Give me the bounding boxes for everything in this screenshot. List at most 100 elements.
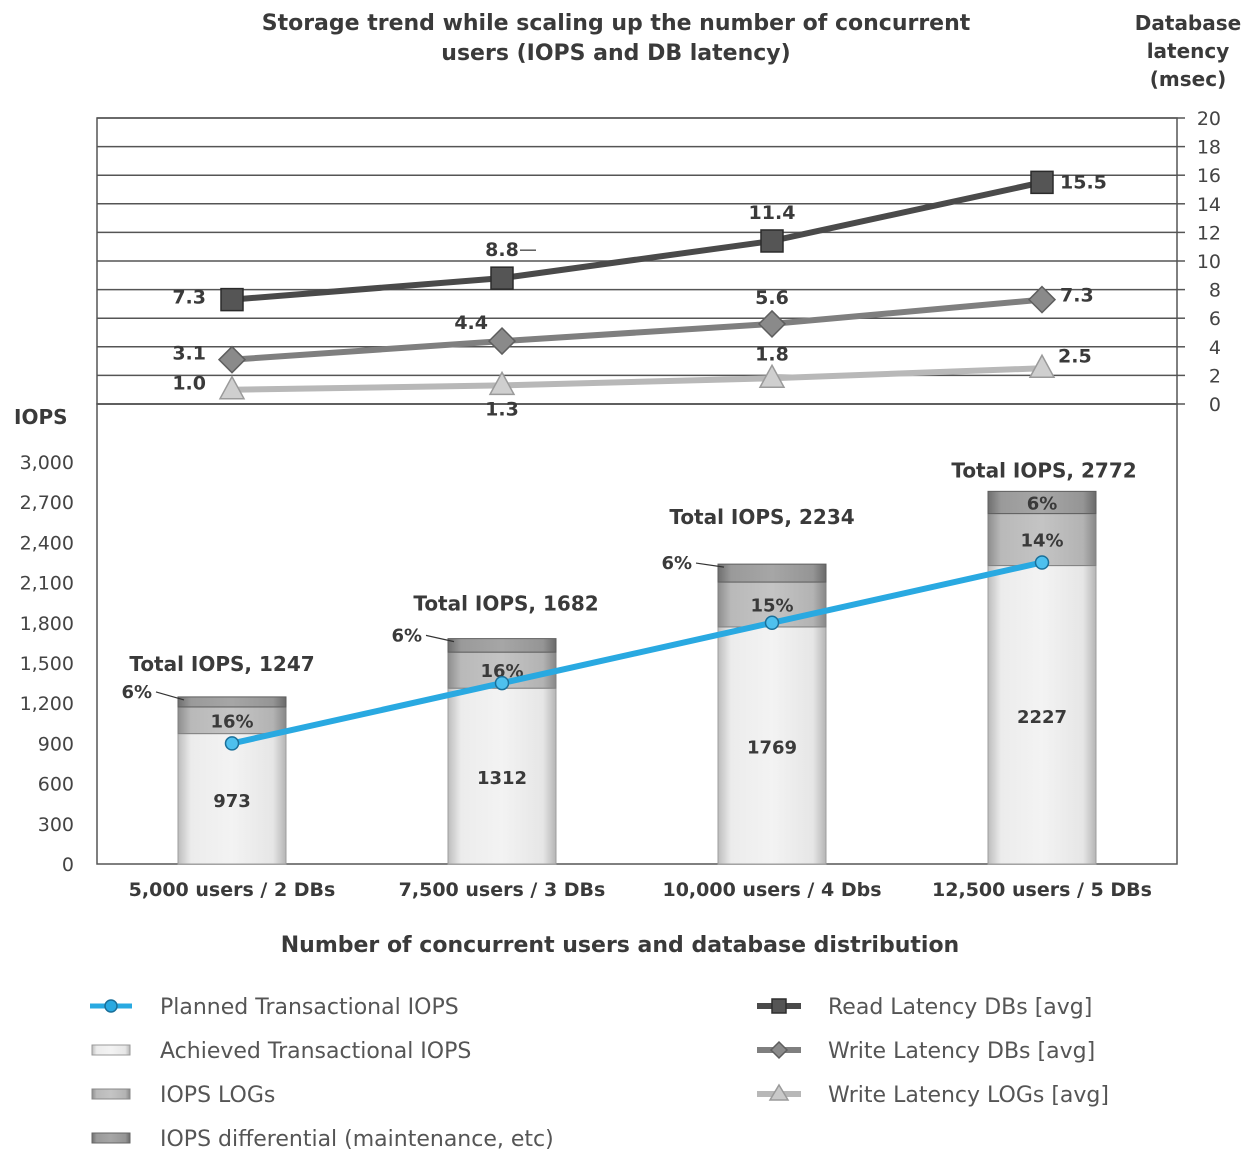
chart-title-line-2: users (IOPS and DB latency) [441,41,790,66]
bar-differential [987,490,1097,515]
planned-iops-point [224,736,240,751]
category-label: 10,000 users / 4 Dbs [662,879,881,901]
right-axis-tick-label: 10 [1197,251,1221,273]
legend-item-logs: IOPS LOGs [91,1083,275,1108]
iops-plot-frame [96,403,1178,865]
right-axis-tick-label: 2 [1209,365,1221,387]
series-line [229,559,1045,747]
legend-item-achieved: Achieved Transactional IOPS [91,1039,471,1064]
left-axis-title: IOPS [14,405,68,429]
bar-achieved [987,565,1097,865]
legend-label-logs: IOPS LOGs [160,1083,275,1108]
left-axis-tick-label: 1,200 [20,693,74,715]
chart-title-line-1: Storage trend while scaling up the numbe… [262,11,971,36]
bar-achieved-label: 973 [213,791,251,812]
log-latency-point [218,375,246,400]
category-label: 5,000 users / 2 DBs [129,879,336,901]
left-axis-tick-label: 2,700 [20,492,74,514]
latency-data-label: 4.4 [454,312,488,334]
write-latency-point [1027,285,1057,314]
bar-logs [177,706,287,735]
legend-swatch-differential [91,1132,131,1144]
left-axis-tick-label: 2,100 [20,573,74,595]
category-labels: 5,000 users / 2 DBs 7,500 users / 3 DBs 10… [129,879,1152,901]
legend-item-log-latency: Write Latency LOGs [avg] [757,1083,1109,1108]
bar-differential [717,563,827,583]
latency-data-label: 7.3 [172,287,206,309]
bar-logs-label: 16% [210,711,253,732]
right-axis-tick-label: 18 [1197,137,1221,159]
right-axis-tick-label: 8 [1209,280,1221,302]
bar-achieved-label: 2227 [1017,707,1067,728]
bar-logs-label: 15% [750,596,793,617]
bar-differential-leader [695,562,725,568]
series-line [229,179,1045,303]
bar-logs-label: 14% [1020,531,1063,552]
bar-differential-label: 6% [661,553,692,574]
bar-achieved-label: 1769 [747,737,797,758]
read-latency-point [760,229,784,253]
read-latency-point [1030,170,1054,195]
right-axis-tick-label: 14 [1197,194,1221,216]
bar-total-label: Total IOPS, 1247 [129,652,314,676]
legend-label-differential: IOPS differential (maintenance, etc) [160,1127,554,1152]
bar-differential [177,696,287,708]
bar-total-label: Total IOPS, 2772 [951,458,1136,482]
legend-marker-read-latency [771,998,787,1014]
legend-swatch-logs [91,1088,131,1100]
bars [177,490,1097,865]
bar-differential-label: 6% [1027,493,1058,514]
log-latency-point [1028,353,1056,378]
bar-total-label: Total IOPS, 1682 [413,592,598,616]
bar-differential-leader [425,634,455,643]
x-axis-title: Number of concurrent users and database … [281,933,959,958]
legend-marker-log-latency [768,1083,790,1101]
latency-data-label: 5.6 [755,287,789,309]
left-axis-tick-label: 1,800 [20,613,74,635]
left-axis-tick-label: 3,000 [20,452,74,474]
left-axis-tick-label: 300 [38,814,74,836]
right-axis-tick-label: 6 [1209,308,1221,330]
category-label: 7,500 users / 3 DBs [399,879,606,901]
bar-achieved [717,626,827,865]
legend-label-write-latency: Write Latency DBs [avg] [828,1039,1095,1064]
bar-total-label: Total IOPS, 2234 [669,505,854,529]
right-axis-title-line-1: Database [1135,11,1241,35]
bar-logs-label: 16% [480,661,523,682]
left-axis-tick-label: 1,500 [20,653,74,675]
latency-data-label: 1.0 [172,373,206,395]
planned-iops-point [764,615,780,631]
bar-differential-label: 6% [121,682,152,703]
legend-label-achieved: Achieved Transactional IOPS [160,1039,471,1064]
left-axis-ticks: 0 300 600 900 1,200 1,500 1,800 2,100 2,400 2,700… [20,452,74,876]
right-axis-ticks: 0 2 4 6 8 10 12 14 16 18 20 [1197,108,1221,416]
latency-data-label: 1.8 [755,343,789,365]
bar-differential [447,638,557,653]
latency-data-label: 7.3 [1060,285,1094,307]
left-axis-tick-label: 600 [38,774,74,796]
legend-item-differential: IOPS differential (maintenance, etc) [91,1127,554,1152]
read-latency-point [220,287,244,312]
write-latency-point [487,327,517,356]
series-line [229,365,1045,393]
write-latency-point [757,309,787,338]
legend: Planned Transactional IOPS Achieved Tran… [90,995,1109,1152]
right-axis-tick-label: 0 [1209,394,1221,416]
right-axis-tick-label: 12 [1197,222,1221,244]
bar-achieved [177,733,287,865]
legend-label-planned: Planned Transactional IOPS [160,995,459,1020]
series-line [229,296,1045,363]
legend-item-write-latency: Write Latency DBs [avg] [757,1039,1095,1064]
write-latency-point [217,345,247,374]
log-latency-point [758,363,786,389]
bar-achieved-label: 1312 [477,768,527,789]
category-label: 12,500 users / 5 DBs [932,879,1152,901]
legend-label-log-latency: Write Latency LOGs [avg] [828,1083,1109,1108]
latency-data-label: 3.1 [172,343,206,365]
legend-marker-planned [104,999,118,1013]
latency-data-label: 11.4 [749,202,796,224]
legend-marker-write-latency [769,1040,789,1060]
left-axis-tick-label: 2,400 [20,532,74,554]
latency-data-label: 2.5 [1058,345,1092,367]
left-axis-tick-label: 0 [62,854,74,876]
